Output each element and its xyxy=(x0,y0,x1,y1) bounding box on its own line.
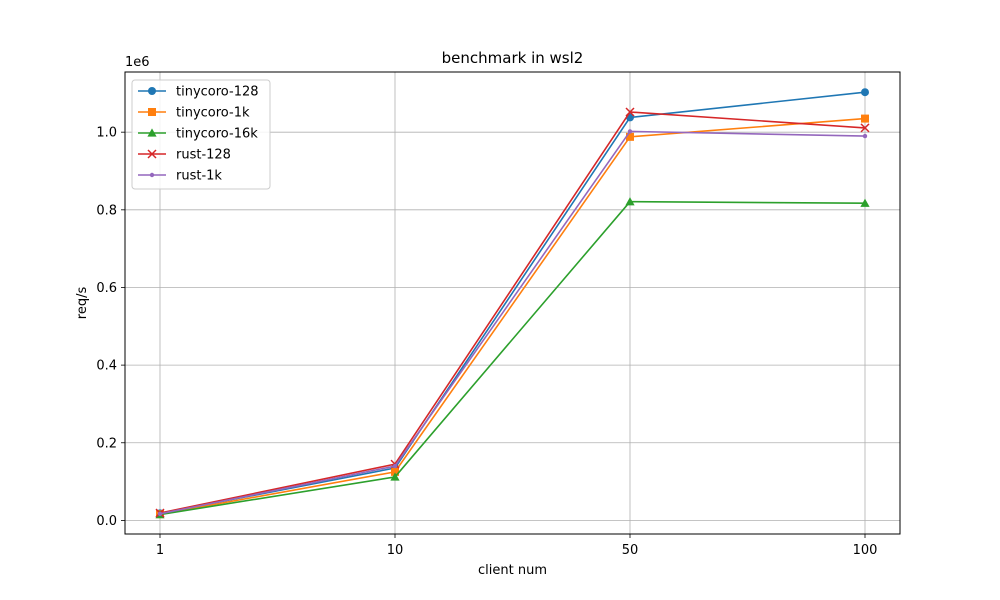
y-tick-label: 0.2 xyxy=(96,436,117,451)
y-axis-offset-text: 1e6 xyxy=(125,55,150,70)
legend-label: rust-1k xyxy=(176,169,222,184)
grid xyxy=(125,72,900,534)
legend-label: tinycoro-1k xyxy=(176,106,250,121)
legend-label: tinycoro-128 xyxy=(176,85,259,100)
y-tick-label: 1.0 xyxy=(96,126,117,141)
x-axis-label: client num xyxy=(478,563,547,578)
chart-title: benchmark in wsl2 xyxy=(442,49,584,67)
legend-item: rust-128 xyxy=(138,148,231,163)
marker-square xyxy=(626,132,634,141)
marker-triangle xyxy=(390,472,400,481)
x-tick-label: 10 xyxy=(387,543,404,558)
marker-x xyxy=(147,149,157,159)
marker-circle xyxy=(148,87,156,95)
series-line xyxy=(159,200,866,516)
marker-square xyxy=(391,467,399,476)
marker-triangle xyxy=(625,197,635,206)
y-axis-label: req/s xyxy=(75,287,90,320)
series-line xyxy=(159,111,866,514)
series-line xyxy=(159,117,866,515)
legend-item: tinycoro-128 xyxy=(138,85,259,100)
y-tick-label: 0.0 xyxy=(96,514,117,529)
x-tick-label: 1 xyxy=(156,543,164,558)
marker-dot xyxy=(149,172,155,178)
y-tick-label: 0.8 xyxy=(96,203,117,218)
marker-dot xyxy=(392,463,398,469)
marker-square xyxy=(148,108,156,116)
series-rust-1k xyxy=(157,129,868,517)
y-axis: 0.0 0.2 0.4 0.6 0.8 1.0 xyxy=(96,126,125,529)
series-line xyxy=(159,130,866,515)
series-tinycoro-16k xyxy=(155,197,870,519)
marker-x xyxy=(625,107,635,117)
legend-label: tinycoro-16k xyxy=(176,127,258,142)
marker-triangle xyxy=(147,128,157,137)
legend-box xyxy=(131,79,271,190)
legend-item: tinycoro-1k xyxy=(138,106,250,121)
legend: tinycoro-128 tinycoro-1k tinycoro-16k rust-… xyxy=(131,79,271,190)
marker-dot xyxy=(627,129,633,134)
legend-item: tinycoro-16k xyxy=(138,127,258,142)
y-tick-label: 0.4 xyxy=(96,359,117,374)
plot-frame xyxy=(124,71,901,535)
legend-label: rust-128 xyxy=(176,148,231,163)
legend-item: rust-1k xyxy=(138,169,222,184)
marker-x xyxy=(860,123,870,133)
series-layer xyxy=(155,88,870,519)
marker-triangle xyxy=(860,198,870,207)
x-axis: 1 10 50 100 xyxy=(156,534,878,558)
marker-dot xyxy=(862,133,868,139)
x-tick-label: 50 xyxy=(622,543,639,558)
marker-square xyxy=(861,114,869,123)
x-tick-label: 100 xyxy=(853,543,878,558)
y-tick-label: 0.6 xyxy=(96,281,117,296)
marker-circle xyxy=(861,88,869,97)
marker-dot xyxy=(157,511,163,517)
